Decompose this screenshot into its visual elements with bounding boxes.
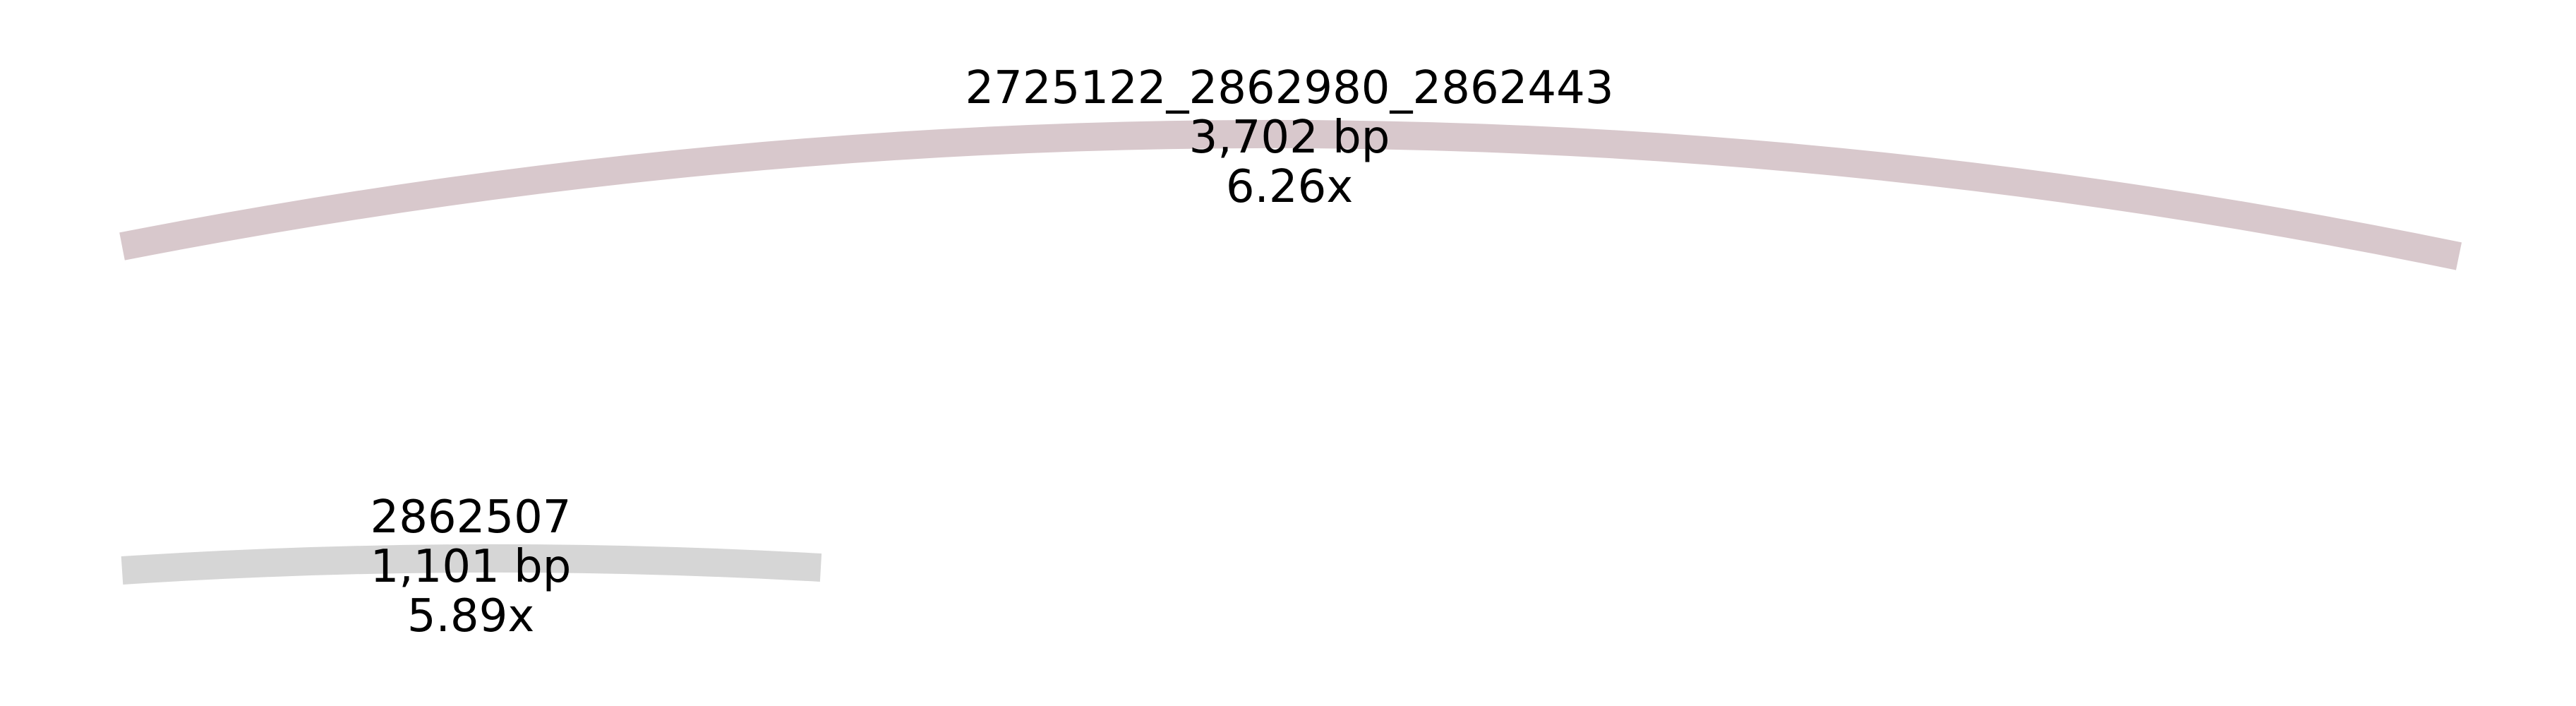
segment-path[interactable] <box>119 119 2462 270</box>
segment-2725122_2862980_2862443[interactable]: 2725122_2862980_2862443 3,702 bp 6.26x <box>119 62 2462 270</box>
segment-depth-label: 5.89x <box>407 590 534 642</box>
segment-2862507[interactable]: 2862507 1,101 bp 5.89x <box>121 491 822 642</box>
segment-name-label: 2725122_2862980_2862443 <box>965 62 1613 114</box>
segment-path[interactable] <box>121 544 822 585</box>
segment-length-label: 1,101 bp <box>371 541 572 593</box>
segment-depth-label: 6.26x <box>1226 161 1353 213</box>
segment-length-label: 3,702 bp <box>1189 112 1390 164</box>
segment-name-label: 2862507 <box>370 491 571 544</box>
